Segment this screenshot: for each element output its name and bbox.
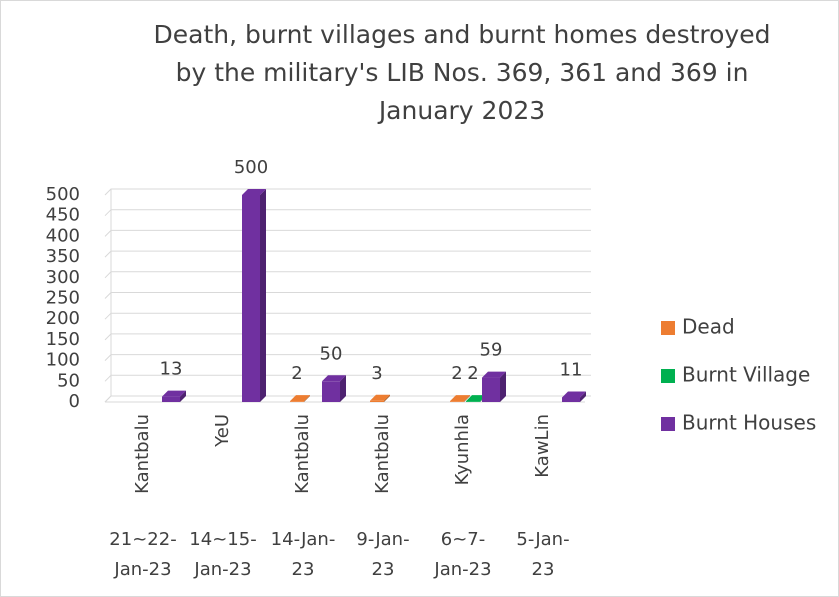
bar-side [580,391,586,402]
bar [322,375,346,402]
bar-front [450,401,464,402]
x-date-label: 9-Jan- [356,529,409,550]
y-tick-label: 350 [46,246,80,267]
grid-line [104,188,591,196]
bar-top [162,390,186,397]
bar-front [242,195,260,402]
grid-line [104,395,591,403]
grid-line [104,250,591,258]
bar-side [180,390,186,402]
value-label: 13 [160,359,183,380]
x-date-label: 14-Jan- [271,529,336,550]
y-tick-label: 200 [46,308,80,329]
bar-side [340,375,346,402]
legend-label: Burnt Houses [682,411,816,435]
x-category-label: Kantbalu [372,414,393,494]
x-date-label: 23 [532,559,555,580]
value-label: 500 [234,157,268,178]
y-tick-label: 100 [46,350,80,371]
bar [562,391,586,402]
legend-label: Burnt Village [682,363,810,387]
bar-top [322,375,346,382]
value-label: 11 [560,359,583,380]
y-tick-label: 450 [46,205,80,226]
grid-line [104,292,591,299]
legend-label: Dead [682,315,735,339]
y-tick-label: 500 [46,184,80,205]
bar-side [464,395,470,402]
grid-line [104,229,591,237]
bar-top [290,395,310,402]
x-category-label: Kyunhla [452,414,473,485]
bar-top [450,395,470,402]
grid-line [104,354,591,361]
grid-line [104,312,591,320]
y-tick-label: 400 [46,225,80,246]
value-label: 2 [291,363,302,384]
y-tick-label: 0 [69,391,80,412]
bar-side [260,189,266,402]
grid-line [104,209,591,217]
bar-front [562,397,580,402]
grid-line [104,271,591,279]
bar-front [290,401,304,402]
x-date-label: Jan-23 [113,559,171,580]
bar-top [370,394,390,401]
x-date-label: 14~15- [189,529,256,550]
grid-line [104,374,591,382]
x-category-label: Kantbalu [132,414,153,494]
value-label: 2 [467,363,478,384]
bar [370,394,390,402]
bar-front [370,400,384,402]
x-date-label: 23 [372,559,395,580]
bar-front [466,401,480,402]
x-date-label: 23 [292,559,315,580]
bar [242,189,266,402]
bar [162,390,186,402]
bar-top [242,189,266,195]
y-tick-label: 50 [57,370,80,391]
bar-top [482,371,506,378]
bar-top [562,391,586,398]
bar-front [482,377,500,402]
bar [450,395,470,402]
x-category-label: Kantbalu [292,414,313,494]
bar-front [322,381,340,402]
x-date-label: 6~7- [441,529,485,550]
chart-title: by the military's LIB Nos. 369, 361 and … [176,58,749,87]
y-tick-label: 300 [46,267,80,288]
chart-title: Death, burnt villages and burnt homes de… [154,20,771,49]
y-tick-label: 150 [46,329,80,350]
legend-swatch [661,417,675,431]
x-category-label: YeU [212,414,233,448]
grid-line [104,333,591,341]
y-tick-label: 250 [46,288,80,309]
x-date-label: 21~22- [109,529,176,550]
legend-swatch [661,321,675,335]
legend-swatch [661,369,675,383]
bar [482,371,506,402]
value-label: 2 [451,363,462,384]
value-label: 59 [480,340,503,361]
bar-side [384,394,390,402]
bar-front [162,396,180,402]
x-date-label: Jan-23 [433,559,491,580]
bar-side [500,371,506,402]
x-category-label: KawLin [532,414,553,478]
x-date-label: Jan-23 [193,559,251,580]
value-label: 3 [371,363,382,384]
bar-side [304,395,310,402]
bar-top [466,395,486,402]
x-date-label: 5-Jan- [516,529,569,550]
bar [290,395,310,402]
value-label: 50 [320,343,343,364]
chart-title: January 2023 [377,96,545,125]
